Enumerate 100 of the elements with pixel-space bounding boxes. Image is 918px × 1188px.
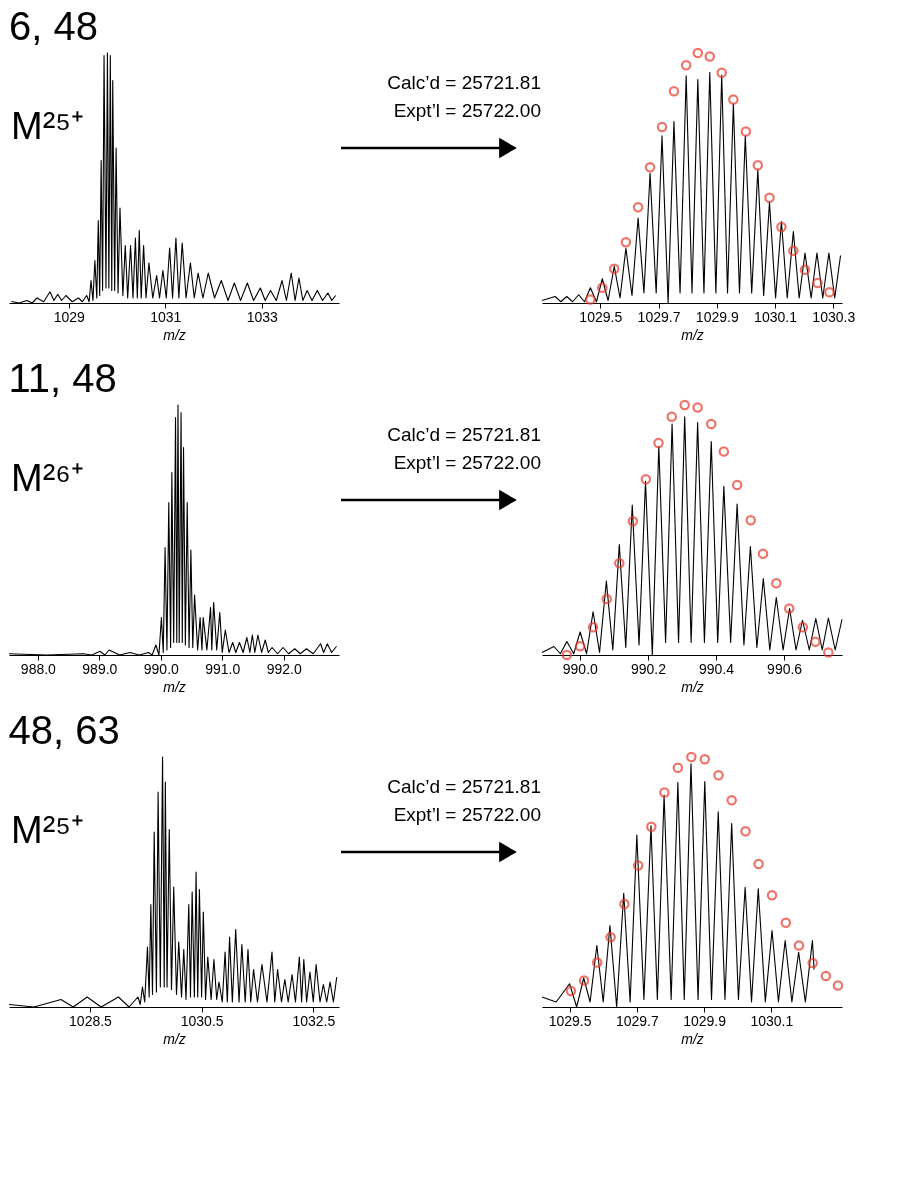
point [718,446,730,457]
point [591,957,603,968]
point [605,931,616,943]
point [597,282,608,294]
point [731,479,743,491]
point [766,889,778,901]
point [574,640,586,652]
x-tick-label: 990.0 [562,660,599,677]
point [608,263,620,275]
point [740,825,751,837]
point [752,159,764,171]
annotation: M²⁵⁺ [11,105,85,147]
x-tick-label: 1029.5 [579,308,623,325]
point [587,621,599,633]
x-axis-title: m/z [163,326,186,343]
x-tick-label: 1030.3 [812,308,856,325]
point [632,201,644,213]
point [619,898,630,910]
x-tick-label: 1029.9 [683,1012,727,1029]
point [757,548,769,560]
point [585,294,596,305]
x-tick-label: 1033 [246,308,279,325]
x-axis-title: m/z [681,678,704,695]
chart-title: 48, 63 [8,708,120,753]
point [668,85,680,97]
point [740,126,752,137]
point [679,399,690,411]
x-tick-label: 1030.5 [180,1012,224,1029]
x-tick-label: 1031 [150,308,182,325]
point [578,975,590,986]
point [666,411,678,423]
x-axis-title: m/z [163,1030,186,1047]
point [797,621,809,633]
point [601,593,612,605]
point [764,192,775,204]
x-tick-label: 990.6 [767,660,803,677]
point [776,221,787,233]
point [653,437,664,449]
point [614,557,625,569]
point [632,860,644,871]
point [713,769,724,781]
x-tick-label: 1029.9 [695,308,739,325]
point [810,636,821,648]
text: Calc’d = 25721.81 [387,72,541,93]
chart-title: 11, 48 [8,356,117,401]
point [728,94,739,105]
point [692,402,703,413]
x-tick-label: 991.0 [205,660,241,677]
x-tick-label: 990.2 [630,660,667,677]
annotation: M²⁶⁺ [11,457,84,499]
x-tick-label: 992.0 [266,660,302,677]
text: Expt’l = 25722.00 [393,100,541,121]
x-axis-title: m/z [681,1030,704,1047]
point [783,603,795,614]
x-tick-label: 989.0 [82,660,118,677]
x-tick-label: 1029 [53,308,86,325]
x-tick-label: 1030.1 [750,1012,794,1029]
text: Calc’d = 25721.81 [387,776,541,797]
point [627,515,639,527]
x-axis-title: m/z [163,678,186,695]
point [824,286,835,298]
text: Expt’l = 25722.00 [393,452,541,473]
point [620,236,632,248]
x-tick-label: 1029.5 [548,1012,592,1029]
point [680,59,692,71]
point [692,47,704,59]
point [705,418,717,430]
point [780,917,792,929]
point [726,794,737,806]
point [799,264,811,276]
point [745,514,757,526]
x-tick-label: 1029.7 [637,308,681,325]
point [656,121,668,133]
point [807,957,819,969]
point [699,753,711,765]
x-tick-label: 1028.5 [69,1012,113,1029]
x-tick-label: 990.4 [698,660,735,677]
chart-title: 6, 48 [9,4,98,49]
point [788,245,799,257]
annotation: M²⁵⁺ [11,809,85,851]
point [753,858,764,870]
x-tick-label: 1032.5 [292,1012,336,1029]
point [672,762,684,774]
point [823,647,834,658]
x-tick-label: 988.0 [20,660,57,677]
text: Expt’l = 25722.00 [393,804,541,825]
point [771,577,782,589]
point [716,67,727,79]
point [686,751,697,763]
point [561,649,573,661]
text: Calc’d = 25721.81 [387,424,541,445]
point [793,940,805,951]
point [644,161,656,173]
point [820,970,832,982]
point [646,821,657,833]
point [812,277,823,289]
point [640,473,652,485]
x-tick-label: 1029.7 [615,1012,659,1029]
x-axis-title: m/z [681,326,704,343]
x-tick-label: 990.0 [143,660,180,677]
